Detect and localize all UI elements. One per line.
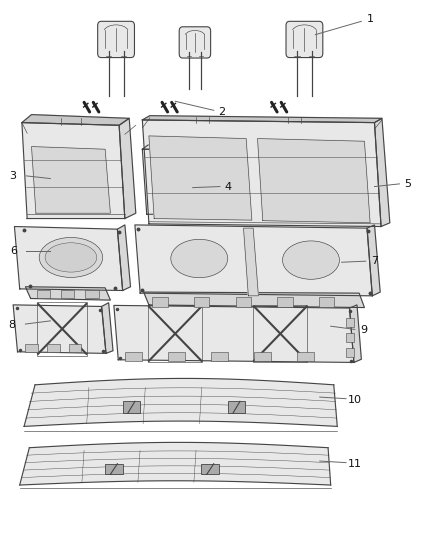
FancyBboxPatch shape xyxy=(98,21,134,58)
Polygon shape xyxy=(142,149,182,214)
Polygon shape xyxy=(350,305,361,362)
Text: 9: 9 xyxy=(360,326,367,335)
Polygon shape xyxy=(374,118,390,227)
Bar xyxy=(297,352,314,361)
Polygon shape xyxy=(244,228,258,296)
Bar xyxy=(168,352,185,361)
Bar xyxy=(25,344,38,352)
Polygon shape xyxy=(149,136,252,220)
Text: 11: 11 xyxy=(348,459,362,469)
Bar xyxy=(125,352,142,361)
Text: 5: 5 xyxy=(404,179,411,189)
Bar xyxy=(254,352,271,361)
FancyBboxPatch shape xyxy=(179,27,211,58)
Text: 7: 7 xyxy=(371,256,378,266)
Bar xyxy=(228,401,245,413)
Polygon shape xyxy=(20,442,331,485)
Bar xyxy=(152,297,168,307)
Polygon shape xyxy=(142,145,183,149)
Bar xyxy=(236,297,251,307)
FancyBboxPatch shape xyxy=(286,21,323,58)
Bar xyxy=(346,333,354,342)
Polygon shape xyxy=(135,225,372,296)
Bar xyxy=(105,464,123,474)
Bar xyxy=(194,297,209,307)
Polygon shape xyxy=(258,139,370,223)
Bar xyxy=(85,290,99,298)
Bar xyxy=(69,344,81,352)
Polygon shape xyxy=(117,225,131,290)
Bar xyxy=(123,401,140,413)
Polygon shape xyxy=(142,120,381,227)
Bar xyxy=(346,348,354,357)
Ellipse shape xyxy=(171,239,228,278)
Bar xyxy=(61,290,74,298)
Polygon shape xyxy=(367,225,380,296)
Polygon shape xyxy=(114,305,354,362)
Text: 4: 4 xyxy=(224,182,231,191)
Polygon shape xyxy=(102,303,113,353)
Text: 2: 2 xyxy=(218,107,225,117)
Text: 8: 8 xyxy=(9,320,16,330)
Bar xyxy=(47,344,60,352)
Polygon shape xyxy=(22,115,129,125)
Text: 6: 6 xyxy=(11,246,18,255)
Polygon shape xyxy=(24,378,337,426)
Polygon shape xyxy=(142,116,382,123)
Polygon shape xyxy=(25,287,110,300)
Ellipse shape xyxy=(39,237,102,278)
Ellipse shape xyxy=(45,243,97,272)
Bar xyxy=(201,464,219,474)
Polygon shape xyxy=(32,147,110,213)
Text: 10: 10 xyxy=(348,395,362,405)
Bar xyxy=(346,318,354,327)
Bar xyxy=(277,297,293,307)
Ellipse shape xyxy=(283,241,339,279)
Polygon shape xyxy=(177,145,187,214)
Text: 1: 1 xyxy=(367,14,374,23)
Polygon shape xyxy=(119,118,136,219)
Bar xyxy=(37,290,50,298)
Bar xyxy=(319,297,334,307)
Polygon shape xyxy=(22,123,125,219)
Polygon shape xyxy=(14,227,123,290)
Polygon shape xyxy=(13,305,106,353)
Bar xyxy=(211,352,228,361)
Text: 3: 3 xyxy=(9,171,16,181)
Polygon shape xyxy=(144,292,364,308)
